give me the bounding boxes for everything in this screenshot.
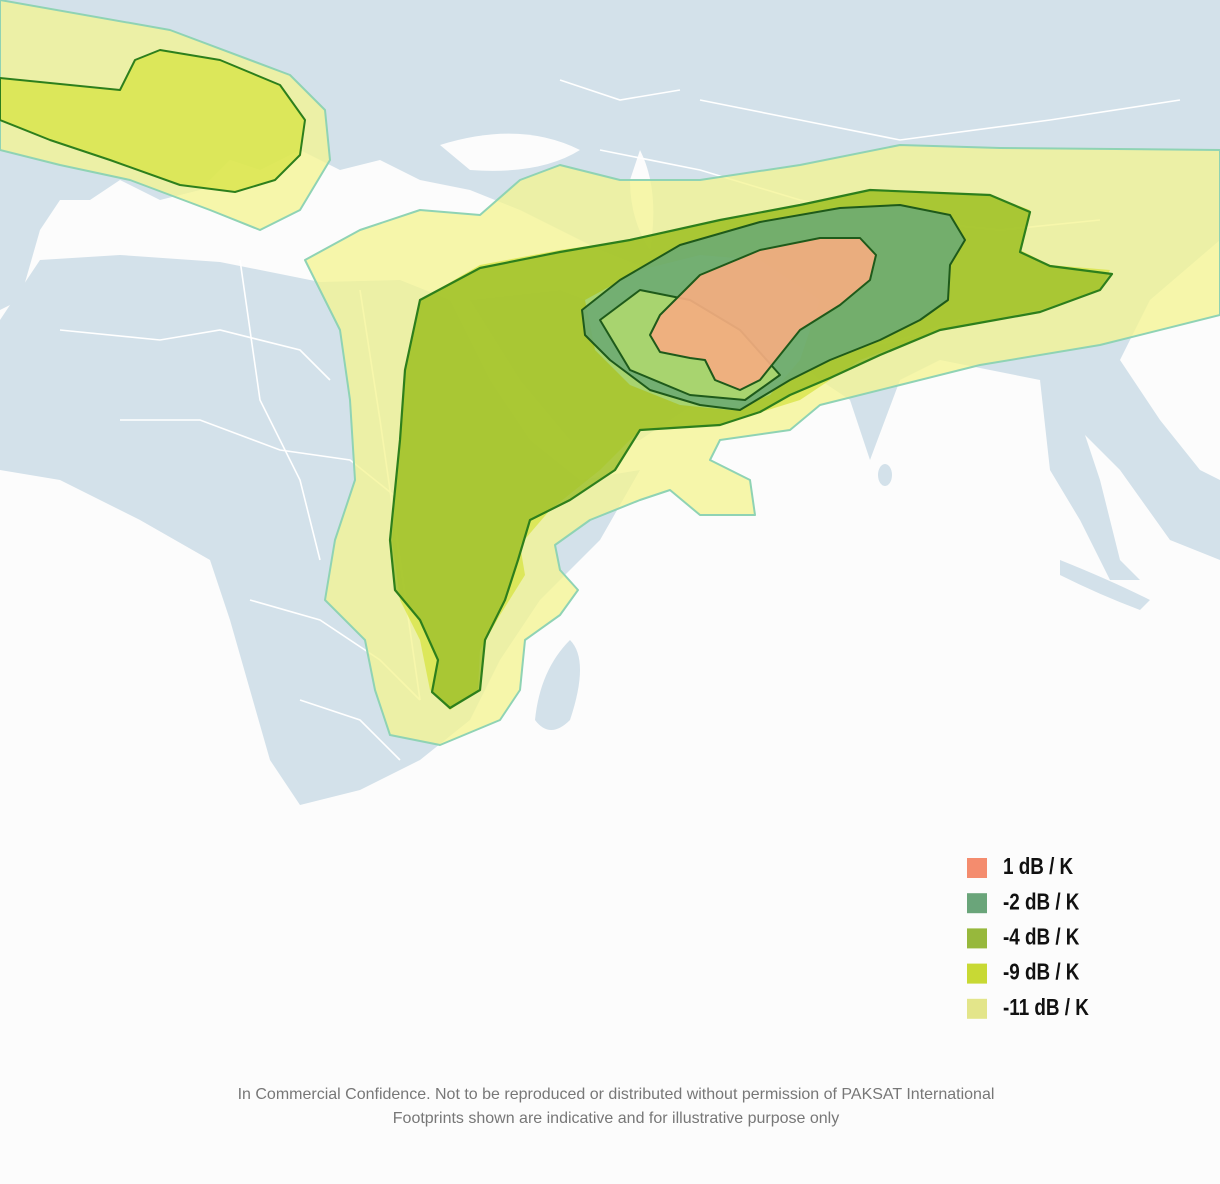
legend: 1 dB / K -2 dB / K -4 dB / K -9 dB / K -11 d…	[967, 854, 1089, 1020]
contour-1db	[649, 237, 877, 391]
legend-label: 1 dB / K	[1003, 854, 1073, 879]
legend-label: -9 dB / K	[1003, 960, 1079, 985]
legend-swatch	[967, 928, 987, 949]
footer-line: Footprints shown are indicative and for …	[393, 1110, 839, 1127]
legend-label: -11 dB / K	[1003, 995, 1089, 1020]
contour-minus4	[388, 188, 1114, 710]
legend-label: -4 dB / K	[1003, 925, 1079, 950]
contour-minus9	[0, 49, 306, 193]
legend-swatch	[967, 998, 987, 1019]
footprint-contours	[0, 0, 1220, 746]
legend-swatch	[967, 893, 987, 914]
legend-label: -2 dB / K	[1003, 890, 1079, 915]
legend-swatch	[967, 858, 987, 878]
legend-swatch	[967, 963, 987, 984]
footer-line: In Commercial Confidence. Not to be repr…	[238, 1086, 995, 1103]
